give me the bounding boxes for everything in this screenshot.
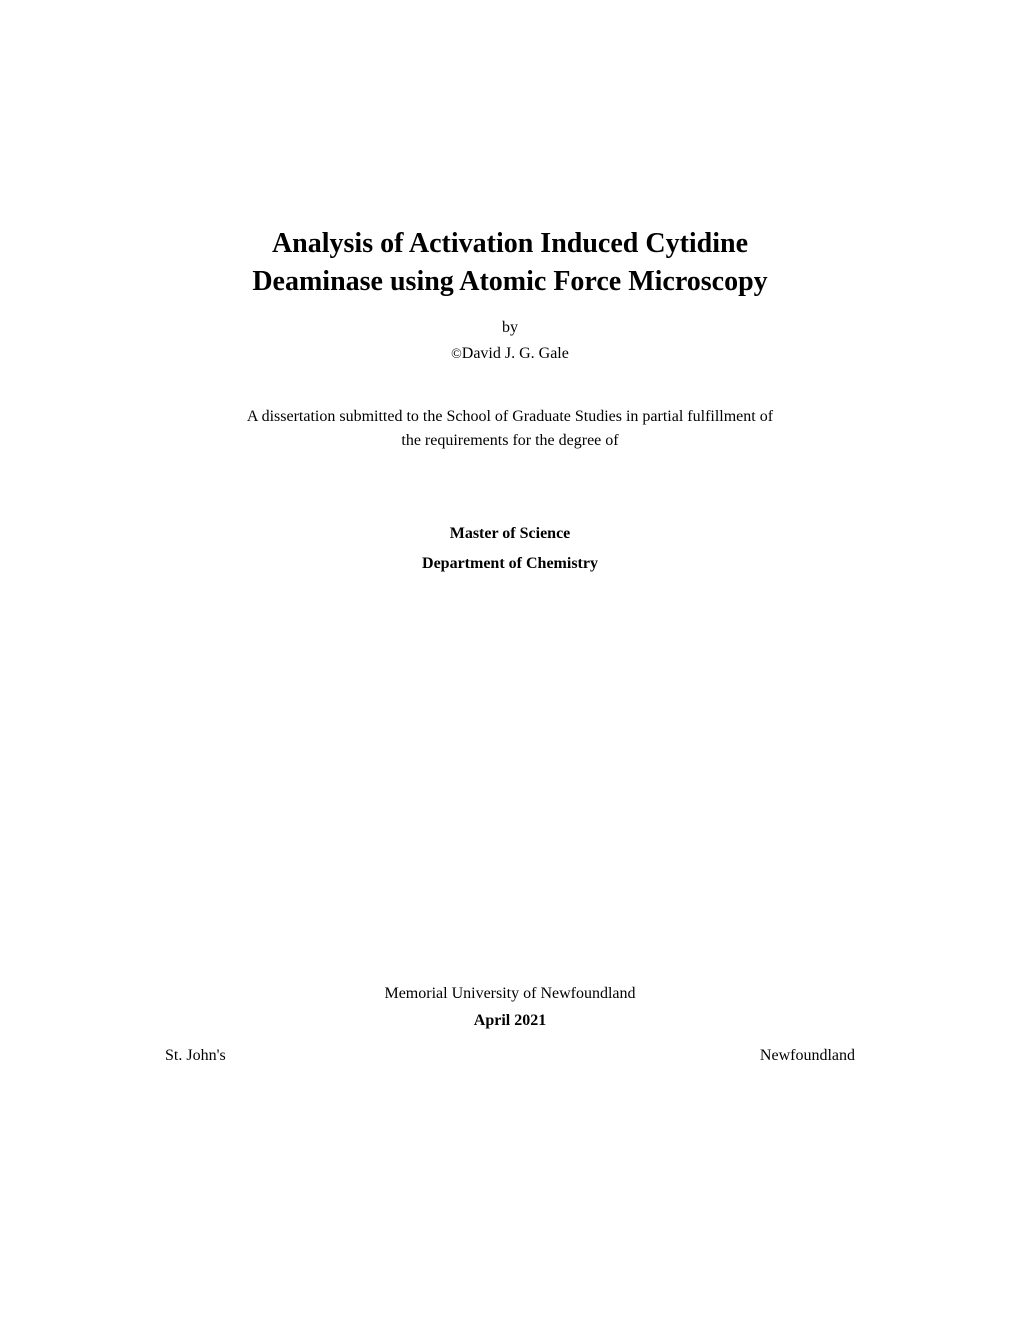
author-line: ©David J. G. Gale [165, 345, 855, 363]
university-block: Memorial University of Newfoundland Apri… [0, 982, 1020, 1030]
university-name: Memorial University of Newfoundland [0, 982, 1020, 1006]
location-province: Newfoundland [760, 1047, 855, 1065]
location-city: St. John's [165, 1047, 226, 1065]
title-line-2: Deaminase using Atomic Force Microscopy [165, 263, 855, 301]
author-name: David J. G. Gale [462, 345, 569, 362]
degree-title: Master of Science [165, 519, 855, 549]
degree-block: Master of Science Department of Chemistr… [165, 519, 855, 580]
title-line-1: Analysis of Activation Induced Cytidine [165, 225, 855, 263]
department-name: Department of Chemistry [165, 549, 855, 579]
submission-line-1: A dissertation submitted to the School o… [165, 405, 855, 429]
title-block: Analysis of Activation Induced Cytidine … [165, 225, 855, 301]
title-page: Analysis of Activation Induced Cytidine … [0, 0, 1020, 1320]
copyright-icon: © [451, 347, 462, 362]
location-row: St. John's Newfoundland [165, 1047, 855, 1065]
submission-line-2: the requirements for the degree of [165, 429, 855, 453]
by-label: by [165, 319, 855, 337]
submission-date: April 2021 [0, 1012, 1020, 1030]
submission-statement: A dissertation submitted to the School o… [165, 405, 855, 453]
